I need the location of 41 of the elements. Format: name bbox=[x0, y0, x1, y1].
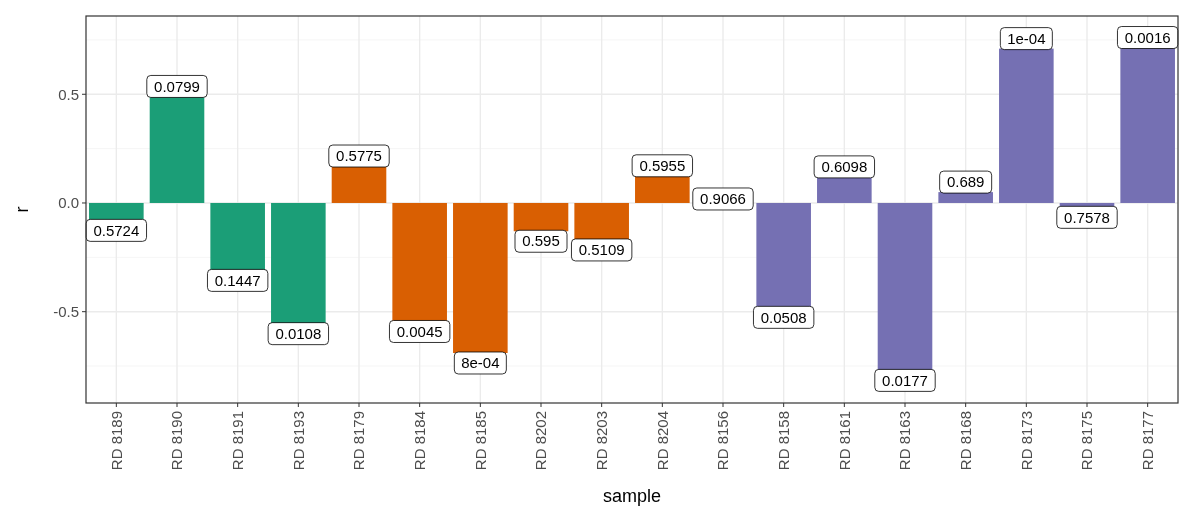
y-tick-label: 0.5 bbox=[58, 85, 79, 103]
x-tick-label: RD 8204 bbox=[653, 411, 671, 471]
y-tick-label: -0.5 bbox=[53, 302, 79, 320]
x-axis-title: sample bbox=[602, 486, 662, 506]
x-tick-label: RD 8175 bbox=[1078, 411, 1096, 471]
annotation: 0.5775 bbox=[336, 147, 382, 165]
x-tick-label: RD 8163 bbox=[896, 411, 914, 471]
x-tick-label: RD 8158 bbox=[774, 411, 792, 471]
x-tick-label: RD 8190 bbox=[168, 411, 186, 471]
x-tick-label: RD 8202 bbox=[532, 411, 550, 471]
annotation: 8e-04 bbox=[461, 354, 500, 372]
x-tick-label: RD 8173 bbox=[1017, 411, 1035, 471]
x-tick-label: RD 8168 bbox=[956, 411, 974, 471]
annotation: 0.6098 bbox=[821, 158, 868, 176]
annotation: 0.5955 bbox=[639, 157, 686, 175]
x-tick-label: RD 8177 bbox=[1138, 411, 1156, 471]
annotation: 0.0016 bbox=[1124, 28, 1171, 46]
annotation: 0.1447 bbox=[214, 271, 261, 289]
annotation: 0.0045 bbox=[396, 322, 443, 340]
x-tick-label: RD 8191 bbox=[228, 411, 246, 471]
annotation: 0.7578 bbox=[1064, 208, 1110, 226]
annotation: 0.689 bbox=[946, 173, 985, 191]
y-tick-label: 0.0 bbox=[58, 194, 79, 212]
x-tick-label: RD 8161 bbox=[835, 411, 853, 471]
annotation: 0.0508 bbox=[760, 308, 807, 326]
y-axis-title: r bbox=[12, 206, 32, 213]
annotation: 0.9066 bbox=[700, 190, 746, 208]
annotation: 0.0177 bbox=[882, 371, 928, 389]
annotation: 0.0108 bbox=[275, 324, 322, 342]
x-tick-label: RD 8184 bbox=[410, 411, 428, 471]
x-tick-label: RD 8203 bbox=[592, 411, 610, 471]
x-tick-label: RD 8189 bbox=[107, 411, 125, 471]
annotation: 0.5109 bbox=[578, 241, 625, 259]
annotation: 0.595 bbox=[522, 232, 560, 250]
x-tick-label: RD 8193 bbox=[289, 411, 307, 471]
x-tick-label: RD 8185 bbox=[471, 411, 489, 471]
x-tick-label: RD 8156 bbox=[714, 411, 732, 471]
annotation: 0.5724 bbox=[93, 221, 140, 239]
x-tick-label: RD 8179 bbox=[350, 411, 368, 471]
annotation: 1e-04 bbox=[1007, 29, 1046, 47]
annotation: 0.0799 bbox=[154, 77, 200, 95]
